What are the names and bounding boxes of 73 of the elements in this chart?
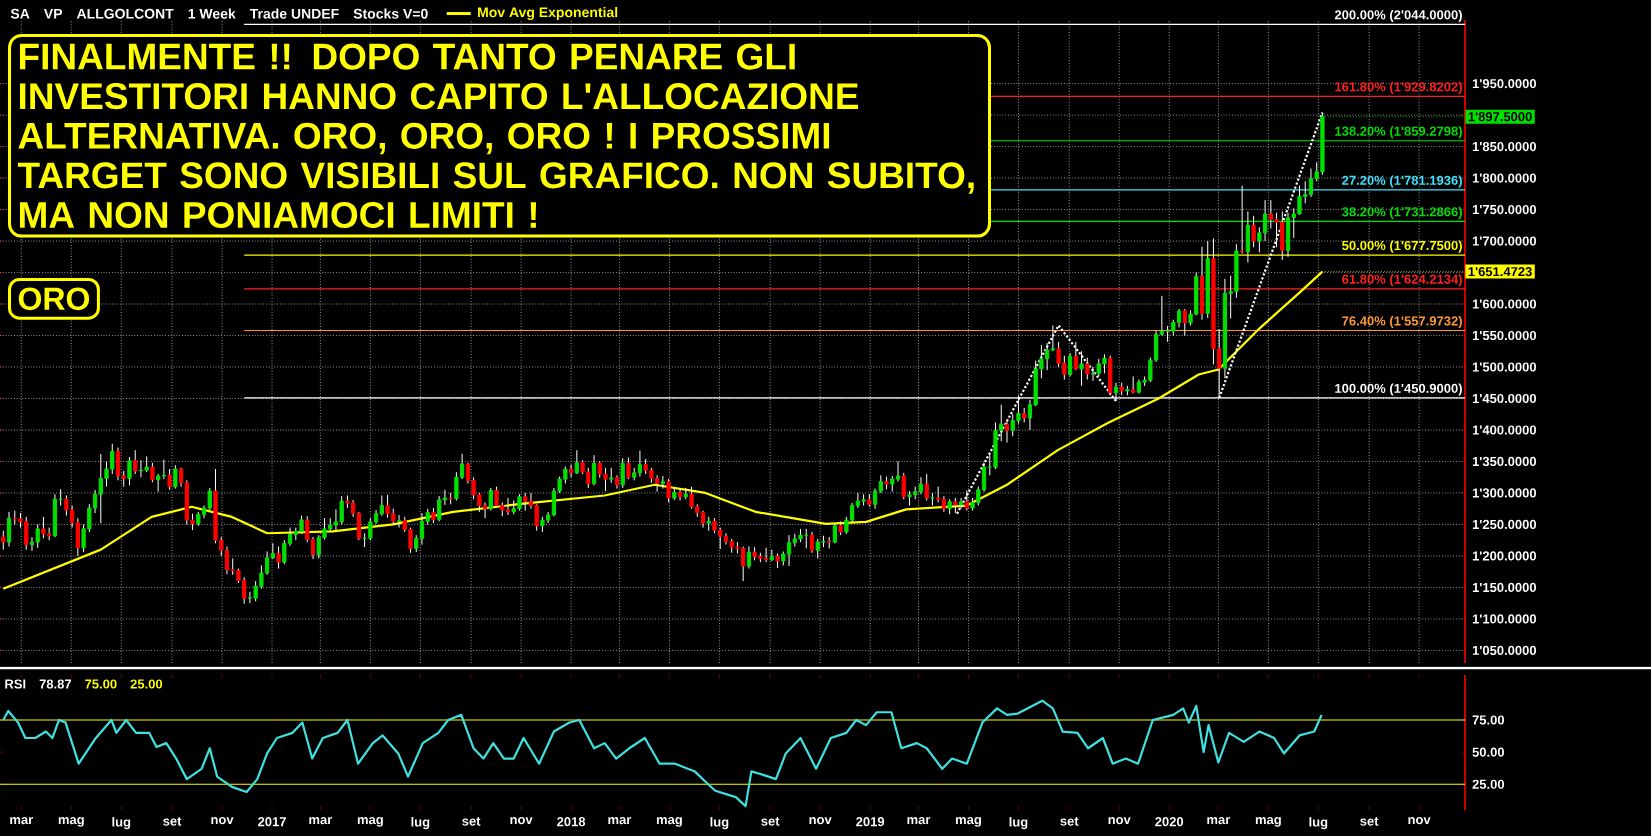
text: ALLGOLCONT <box>76 8 174 19</box>
x-tick-label: set <box>462 817 481 826</box>
y-tick-label: 75.00 <box>1472 715 1505 725</box>
x-tick-label: lug <box>411 817 430 830</box>
x-tick-label: mar <box>309 817 333 825</box>
y-tick-label: 1'500.0000 <box>1472 362 1537 372</box>
text: ORO <box>18 287 90 311</box>
x-tick-label: nov <box>211 817 234 825</box>
text: FINALMENTE !! DOPO TANTO PENARE GLI INVESTITORI HANNO CAPITO L'ALLOCAZIONE ALTERNATIVA. ORO, ORO, ORO ! I PROSSIMI TARGET SONO VISIBILI SUL GRAFICO. NON SUBITO, MA NON PONIAMOCI LIMITI ! <box>17 43 974 229</box>
text: Stocks V=0 <box>353 8 428 19</box>
x-tick-label: 2017 <box>258 817 286 827</box>
ref-line-label: 75.00 <box>85 679 117 689</box>
text: VP <box>43 8 63 19</box>
y-tick-label: 1'350.0000 <box>1472 456 1537 467</box>
annotation: 1'651.4723 <box>1468 267 1532 277</box>
x-tick-label: lug <box>1309 817 1328 830</box>
y-tick-label: 1'250.0000 <box>1472 519 1537 530</box>
y-tick-label: 1'850.0000 <box>1472 141 1537 152</box>
chart-title: RSI <box>5 679 26 689</box>
legend-label: Mov Avg Exponential <box>478 6 618 21</box>
x-tick-label: mag <box>656 817 682 827</box>
y-tick-label: 1'800.0000 <box>1472 173 1537 183</box>
ref-line-label: 161.80% (1'929.8202) <box>1335 81 1462 94</box>
y-tick-label: 1'150.0000 <box>1472 582 1537 593</box>
x-tick-label: mar <box>907 817 931 825</box>
x-tick-label: mar <box>1207 817 1231 825</box>
x-tick-label: mar <box>10 817 34 825</box>
x-tick-label: 2019 <box>856 817 885 827</box>
x-tick-label: mag <box>1255 817 1281 827</box>
x-tick-label: set <box>761 817 780 826</box>
y-tick-label: 1'050.0000 <box>1472 645 1537 655</box>
x-tick-label: mag <box>955 817 981 827</box>
text: 1 Week <box>188 8 236 19</box>
x-tick-label: lug <box>1009 817 1028 830</box>
ref-line-label: 50.00% (1'677.7500) <box>1342 240 1462 253</box>
text: Trade UNDEF <box>249 8 339 19</box>
x-tick-label: nov <box>1408 817 1431 825</box>
x-tick-label: 2018 <box>557 817 586 827</box>
x-tick-label: 2020 <box>1155 817 1184 827</box>
x-tick-label: mag <box>357 817 383 827</box>
y-tick-label: 1'100.0000 <box>1472 614 1537 624</box>
ref-line-label: 138.20% (1'859.2798) <box>1335 126 1462 139</box>
y-tick-label: 1'950.0000 <box>1472 79 1537 89</box>
ref-line-label: 38.20% (1'731.2866) <box>1342 206 1462 219</box>
y-tick-label: 1'600.0000 <box>1472 299 1537 309</box>
ref-line-label: 25.00 <box>130 679 163 689</box>
ref-line-label: 61.80% (1'624.2134) <box>1342 274 1462 287</box>
x-tick-label: set <box>1360 817 1379 826</box>
x-tick-label: mar <box>608 817 632 825</box>
y-tick-label: 25.00 <box>1472 779 1505 789</box>
y-tick-label: 1'700.0000 <box>1472 236 1537 246</box>
ref-line-label: 76.40% (1'557.9732) <box>1342 315 1462 329</box>
y-tick-label: 1'450.0000 <box>1472 393 1537 404</box>
x-tick-label: set <box>163 817 182 826</box>
x-tick-label: set <box>1060 817 1079 826</box>
x-tick-label: lug <box>710 817 729 830</box>
y-tick-label: 1'200.0000 <box>1472 551 1537 561</box>
y-tick-label: 1'550.0000 <box>1472 330 1537 341</box>
text: SA <box>10 8 30 19</box>
x-tick-label: nov <box>809 817 832 825</box>
x-tick-label: nov <box>1108 817 1131 825</box>
ref-line-label: 27.20% (1'781.1936) <box>1342 175 1462 188</box>
y-tick-label: 1'750.0000 <box>1472 204 1537 215</box>
y-tick-label: 1'300.0000 <box>1472 488 1537 498</box>
ref-line-label: 200.00% (2'044.0000) <box>1334 9 1462 23</box>
x-tick-label: mag <box>58 817 84 827</box>
x-tick-label: lug <box>112 817 131 830</box>
y-tick-label: 1'400.0000 <box>1472 425 1537 435</box>
y-tick-label: 50.00 <box>1472 747 1505 757</box>
x-tick-label: nov <box>510 817 533 825</box>
ref-line-label: 100.00% (1'450.9000) <box>1335 383 1462 396</box>
annotation: 78.87 <box>39 679 72 689</box>
annotation: 1'897.5000 <box>1468 112 1532 122</box>
